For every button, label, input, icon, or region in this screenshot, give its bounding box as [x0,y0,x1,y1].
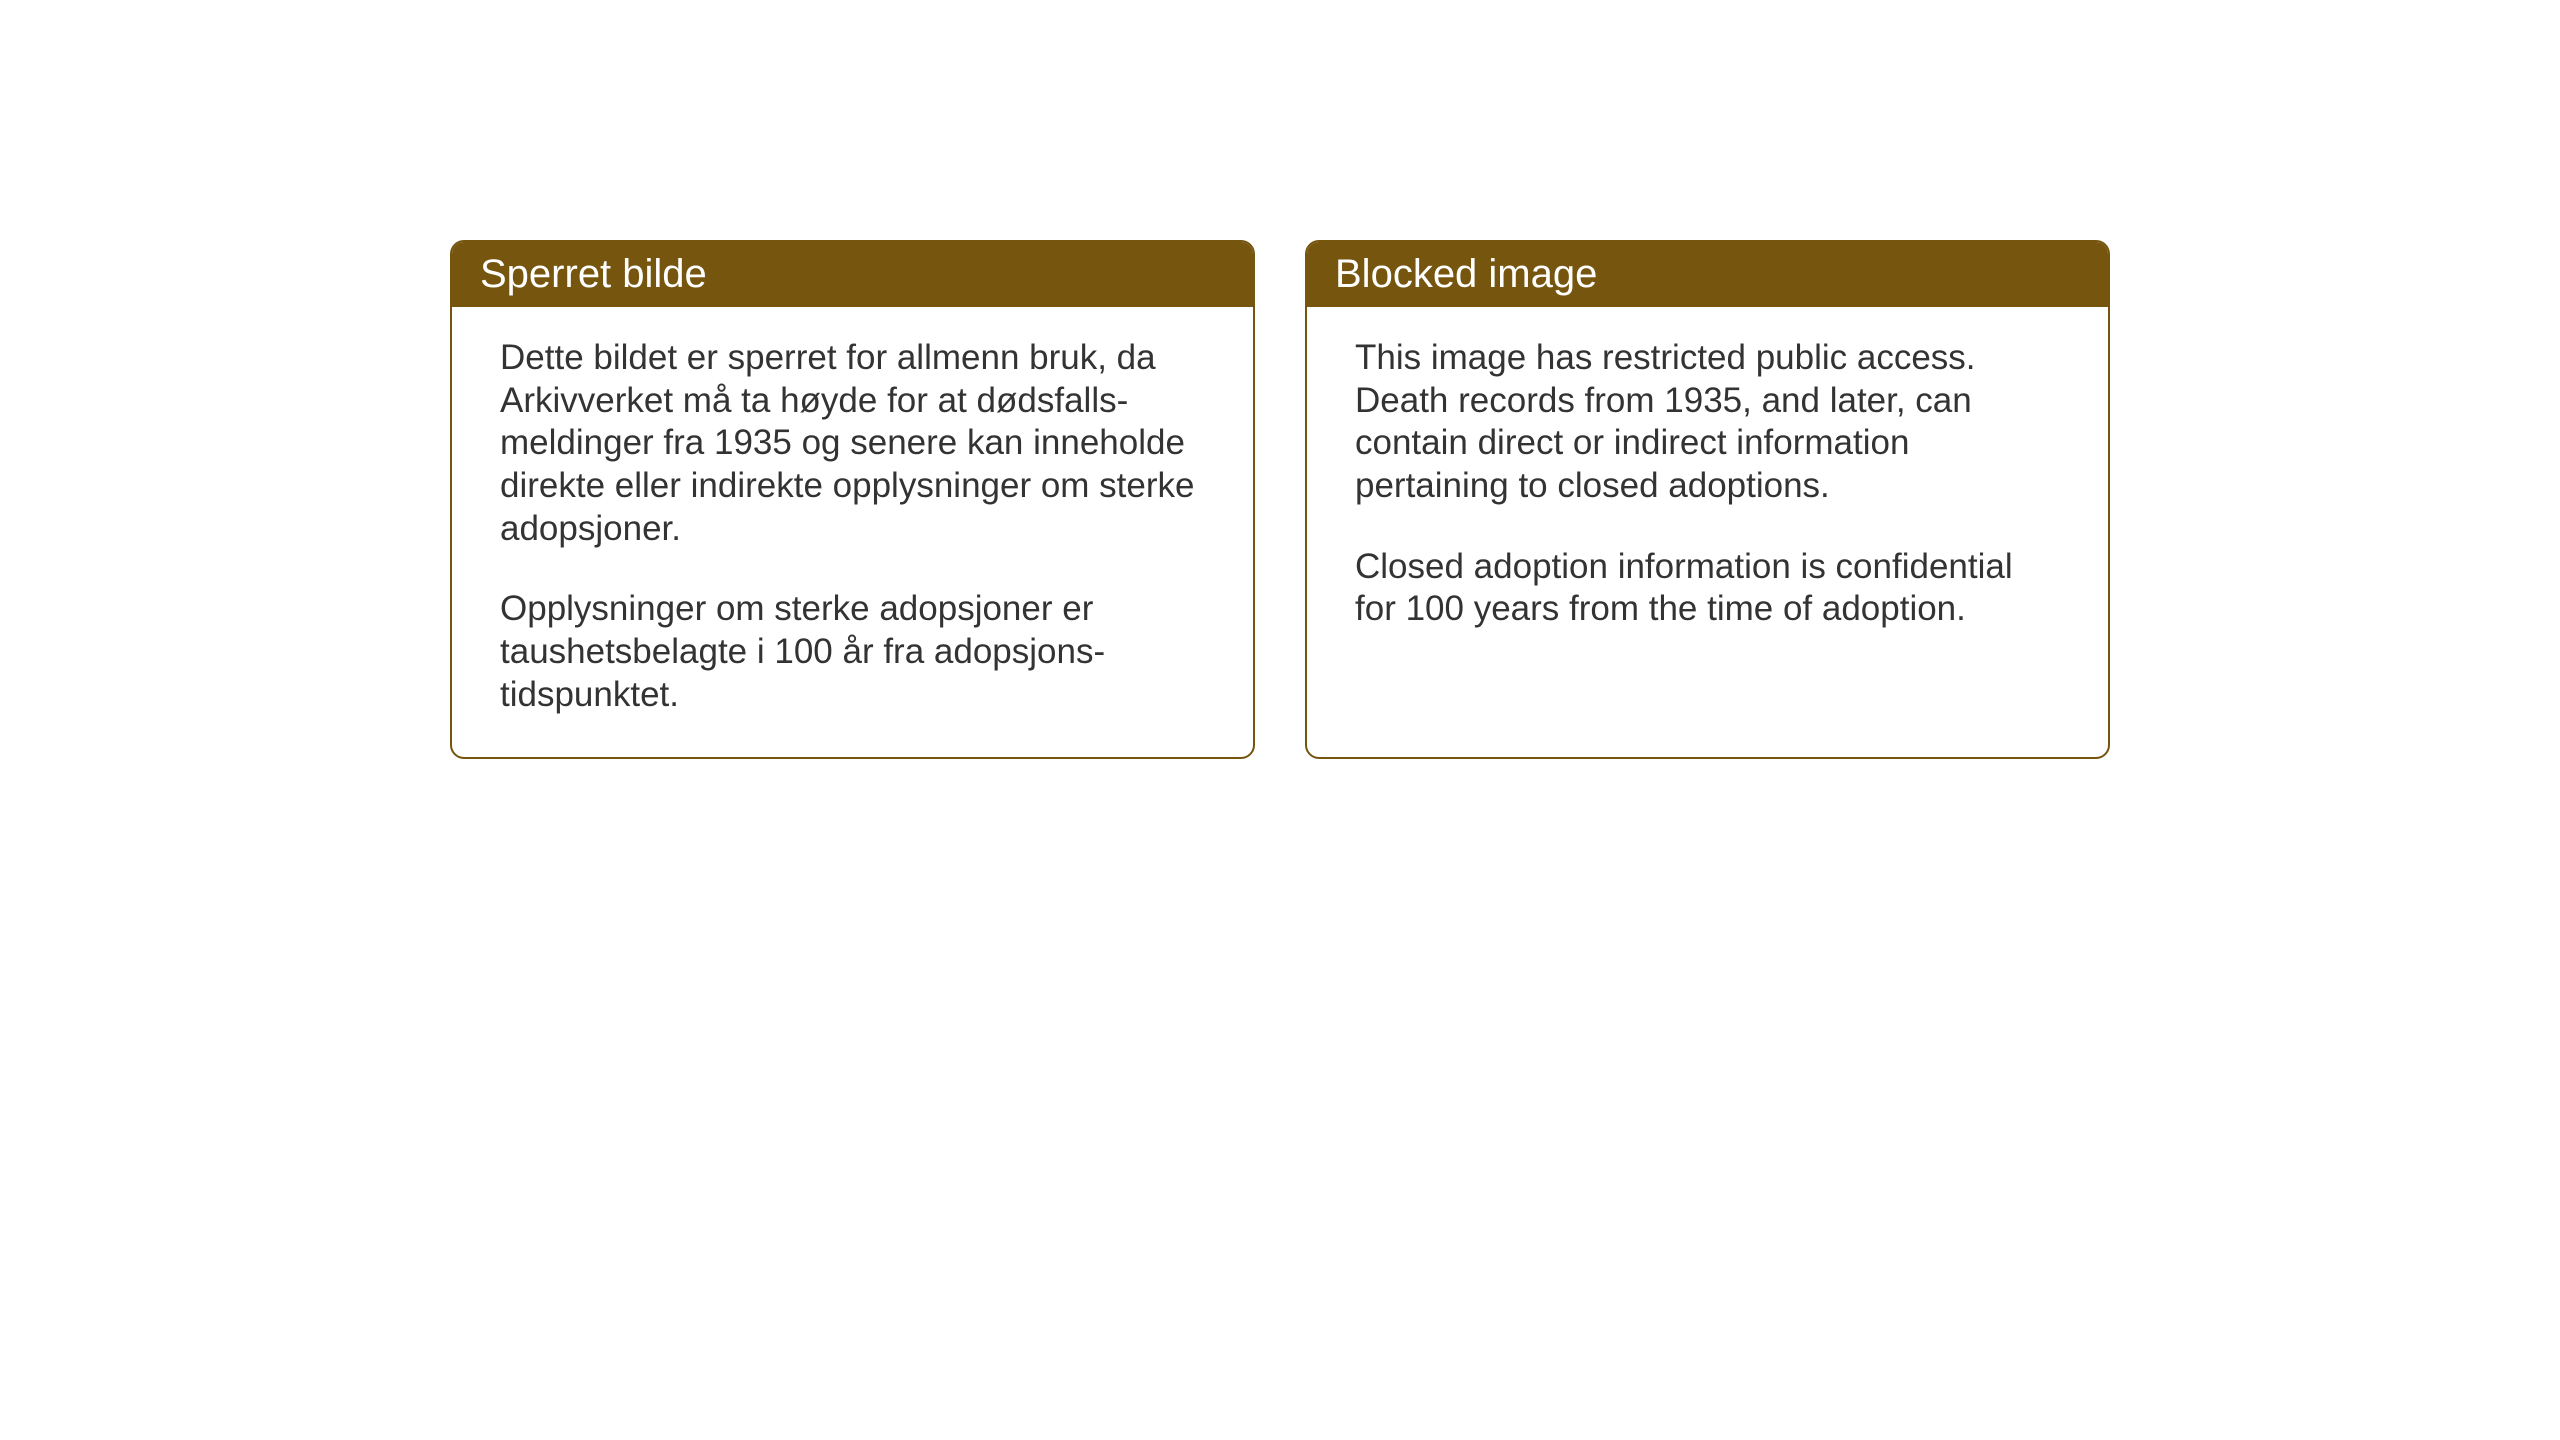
info-box-norwegian-title: Sperret bilde [452,242,1253,307]
info-box-english-body: This image has restricted public access.… [1307,307,2108,671]
info-box-norwegian-body: Dette bildet er sperret for allmenn bruk… [452,307,1253,757]
info-box-english: Blocked image This image has restricted … [1305,240,2110,759]
info-box-english-title: Blocked image [1307,242,2108,307]
info-box-english-paragraph-1: This image has restricted public access.… [1355,337,2060,508]
info-box-norwegian-paragraph-1: Dette bildet er sperret for allmenn bruk… [500,337,1205,550]
info-box-norwegian: Sperret bilde Dette bildet er sperret fo… [450,240,1255,759]
info-box-english-paragraph-2: Closed adoption information is confident… [1355,546,2060,631]
info-box-norwegian-paragraph-2: Opplysninger om sterke adopsjoner er tau… [500,588,1205,716]
info-boxes-container: Sperret bilde Dette bildet er sperret fo… [450,240,2110,759]
